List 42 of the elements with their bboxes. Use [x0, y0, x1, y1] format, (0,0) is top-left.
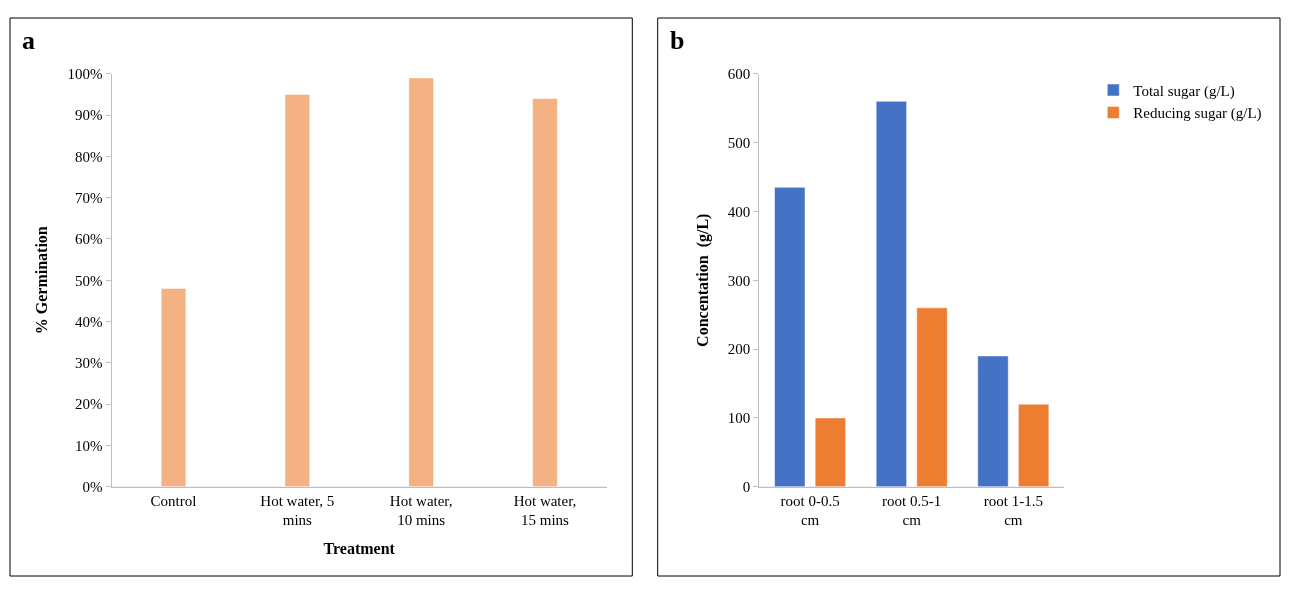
- y-tick-label: 10%: [75, 437, 103, 454]
- bar: [875, 101, 907, 487]
- y-tick-label: 100: [727, 410, 751, 427]
- legend-label: Total sugar (g/L): [1133, 82, 1235, 100]
- y-tick-label: 40%: [75, 313, 103, 330]
- bar: [532, 98, 558, 487]
- y-tick-label: 20%: [75, 396, 103, 413]
- bar: [1018, 403, 1050, 487]
- legend-label: Reducing sugar (g/L): [1133, 105, 1262, 123]
- y-tick-label: 500: [727, 134, 751, 151]
- bar: [774, 187, 806, 487]
- x-tick-label: Hot water, 5 mins: [260, 492, 335, 529]
- y-tick-label: 400: [727, 203, 751, 220]
- x-tick-label: Hot water, 10 mins: [389, 492, 453, 529]
- y-axis-title: % Germination: [33, 226, 51, 335]
- bar: [284, 94, 310, 487]
- y-axis-title: Concentation (g/L): [693, 213, 712, 347]
- y-tick-label: 60%: [75, 231, 103, 248]
- bar: [916, 307, 948, 487]
- y-tick-label: 50%: [75, 272, 103, 289]
- chart-title: a: [22, 26, 35, 55]
- bar: [814, 417, 846, 487]
- chart-title: b: [670, 26, 685, 55]
- bar: [408, 77, 434, 487]
- bar: [160, 288, 187, 487]
- y-tick-label: 90%: [75, 107, 103, 124]
- y-tick-label: 70%: [75, 189, 103, 206]
- y-tick-label: 80%: [75, 148, 103, 165]
- x-tick-label: root 0-0.5 cm: [780, 492, 840, 529]
- y-tick-label: 100%: [67, 66, 103, 83]
- x-tick-label: Control: [150, 492, 197, 509]
- y-tick-label: 200: [727, 341, 751, 358]
- y-tick-label: 0%: [82, 478, 103, 495]
- y-tick-label: 0: [742, 478, 751, 495]
- x-tick-label: Hot water, 15 mins: [513, 492, 577, 529]
- y-tick-label: 30%: [75, 355, 103, 372]
- bar: [977, 355, 1009, 487]
- y-tick-label: 600: [727, 66, 751, 83]
- x-tick-label: root 0.5-1 cm: [882, 492, 942, 529]
- x-tick-label: root 1-1.5 cm: [983, 492, 1043, 529]
- x-axis-title: Treatment: [323, 539, 396, 557]
- y-tick-label: 300: [727, 272, 751, 289]
